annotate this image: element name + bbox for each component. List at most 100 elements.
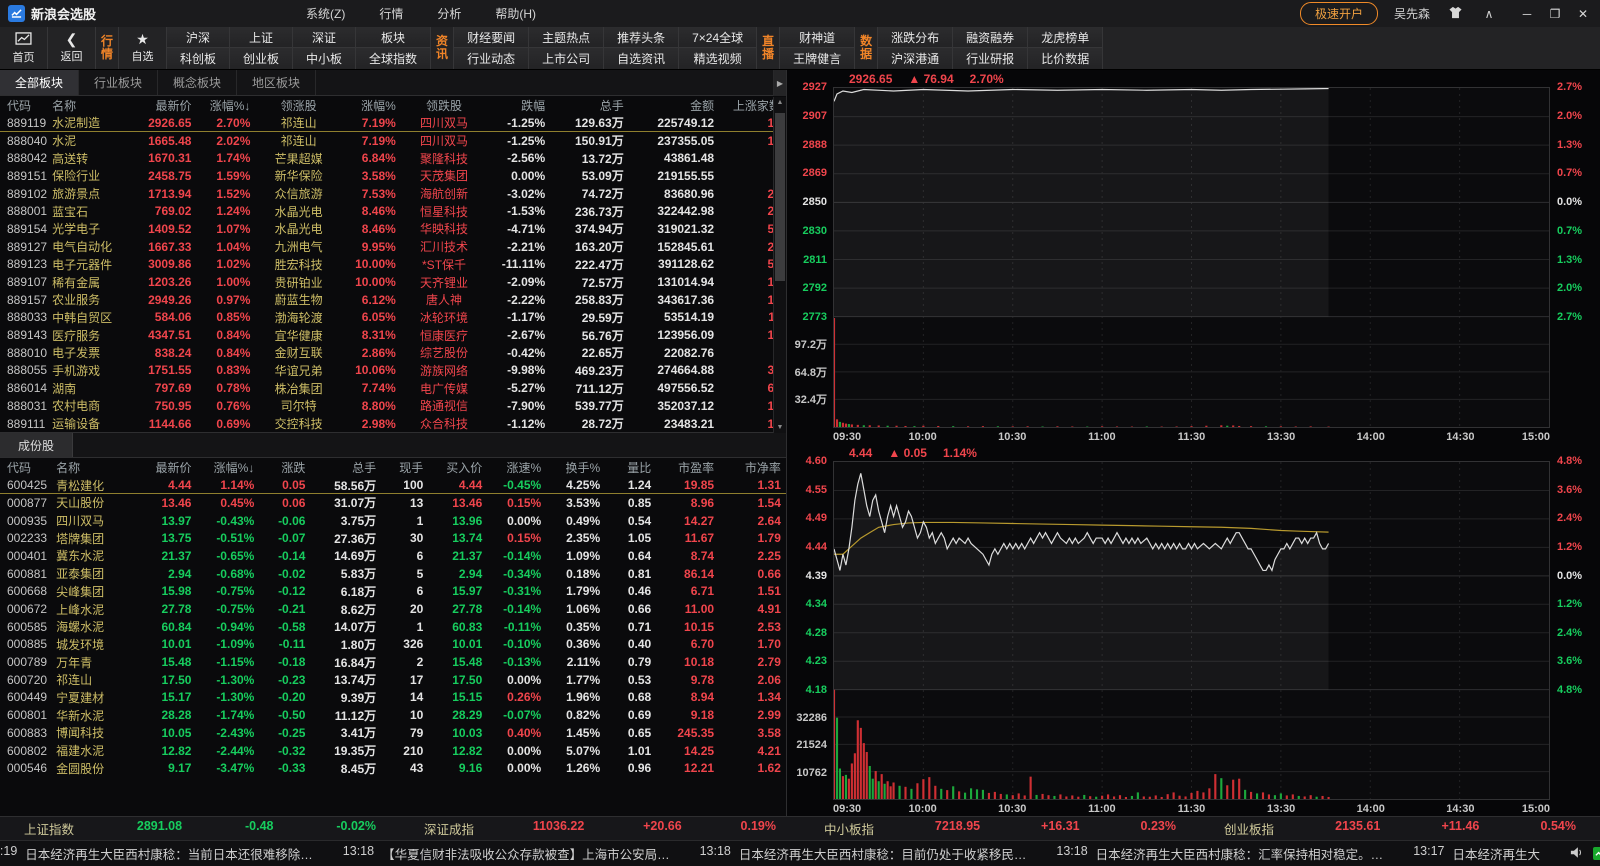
column-header[interactable]: 涨跌 bbox=[281, 460, 306, 475]
toolbar-vtab-行情[interactable]: 行情 bbox=[96, 27, 119, 69]
table-row[interactable]: 000546 金圆股份 9.17 -3.47% -0.33 8.45万 43 9.16 0.00… bbox=[0, 759, 786, 777]
table-row[interactable]: 600585 海螺水泥 60.84 -0.94% -0.58 14.07万 1 60.83 -0… bbox=[0, 618, 786, 636]
skin-shirt-icon[interactable] bbox=[1446, 6, 1464, 22]
table-row[interactable]: 888031 农村电商 750.95 0.76% 司尔特 8.80% 路通视信 -7.90% 5… bbox=[0, 397, 786, 415]
index-group-创业板指[interactable]: 创业板指 2135.61 +11.46 0.54% bbox=[1200, 819, 1600, 838]
table-row[interactable]: 889151 保险行业 2458.75 1.59% 新华保险 3.58% 天茂集团 0.00%… bbox=[0, 167, 786, 185]
tab-constituents[interactable]: 成份股 bbox=[0, 433, 74, 458]
table-row[interactable]: 000672 上峰水泥 27.78 -0.75% -0.21 8.62万 20 27.78 -0… bbox=[0, 600, 786, 618]
table-row[interactable]: 888042 高送转 1670.31 1.74% 芒果超媒 6.84% 聚隆科技 -2.56%… bbox=[0, 149, 786, 167]
back-button[interactable]: ❮ 返回 bbox=[48, 27, 96, 69]
menu-system[interactable]: 系统(Z) bbox=[306, 7, 346, 21]
toolbar-button-涨跌分布[interactable]: 涨跌分布 bbox=[878, 27, 953, 48]
column-header[interactable]: 名称 bbox=[56, 460, 81, 475]
ticker-item[interactable]: 13:19 日本经济再生大臣西村康稔：当前日本还很难移除… bbox=[0, 844, 313, 863]
column-header[interactable]: 总手 bbox=[599, 98, 624, 113]
table-scrollbar[interactable]: ▲ ▼ bbox=[773, 97, 786, 433]
table-row[interactable]: 888033 中韩自贸区 584.06 0.85% 渤海轮渡 6.05% 冰轮环境 -1.17… bbox=[0, 309, 786, 327]
favorites-button[interactable]: ★ 自选 bbox=[119, 27, 167, 69]
toolbar-button-王牌健言[interactable]: 王牌健言 bbox=[780, 48, 855, 69]
tab-概念板块[interactable]: 概念板块 bbox=[158, 70, 238, 95]
table-row[interactable]: 600881 亚泰集团 2.94 -0.68% -0.02 5.83万 5 2.94 -0.34… bbox=[0, 565, 786, 583]
table-row[interactable]: 600425 青松建化 4.44 1.14% 0.05 58.56万 100 4.44 -0.4… bbox=[0, 476, 786, 494]
maximize-button[interactable]: ❐ bbox=[1549, 6, 1561, 21]
collapse-caret-icon[interactable]: ∧ bbox=[1484, 6, 1494, 21]
table-row[interactable]: 889111 运输设备 1144.66 0.69% 交控科技 2.98% 众合科技 -1.12… bbox=[0, 415, 786, 433]
table-row[interactable]: 600802 福建水泥 12.82 -2.44% -0.32 19.35万 210 12.82… bbox=[0, 742, 786, 760]
menu-help[interactable]: 帮助(H) bbox=[495, 7, 537, 21]
stock-intraday-chart[interactable]: 4.44 ▲ 0.05 1.14% 4.60 4.55 4.49 4.44 4.39 4.34 4… bbox=[787, 444, 1600, 816]
close-button[interactable]: ✕ bbox=[1577, 6, 1589, 21]
toolbar-button-融资融券[interactable]: 融资融券 bbox=[953, 27, 1028, 48]
toolbar-button-创业板[interactable]: 创业板 bbox=[230, 48, 293, 69]
column-header[interactable]: 领涨股 bbox=[280, 98, 317, 113]
table-row[interactable]: 002233 塔牌集团 13.75 -0.51% -0.07 27.36万 30 13.74 0… bbox=[0, 529, 786, 547]
toolbar-vtab-资讯[interactable]: 资讯 bbox=[431, 27, 455, 69]
open-account-button[interactable]: 极速开户 bbox=[1299, 2, 1378, 25]
chart-plot-area[interactable] bbox=[833, 461, 1550, 800]
tab-行业板块[interactable]: 行业板块 bbox=[79, 70, 159, 95]
table-row[interactable]: 888055 手机游戏 1751.55 0.83% 华谊兄弟 10.06% 游族网络 -9.9… bbox=[0, 362, 786, 380]
table-row[interactable]: 000885 城发环境 10.01 -1.09% -0.11 1.80万 326 10.01 -… bbox=[0, 636, 786, 654]
ticker-item[interactable]: 13:18 日本经济再生大臣西村康稔：目前仍处于收紧移民… bbox=[700, 844, 1027, 863]
table-row[interactable]: 600801 华新水泥 28.28 -1.74% -0.50 11.12万 10 28.29 -… bbox=[0, 706, 786, 724]
toolbar-vtab-数据[interactable]: 数据 bbox=[855, 27, 879, 69]
table-row[interactable]: 889123 电子元器件 3009.86 1.02% 胜宏科技 10.00% *ST保千 -1… bbox=[0, 256, 786, 274]
toolbar-button-中小板[interactable]: 中小板 bbox=[293, 48, 356, 69]
column-header[interactable]: 跌幅 bbox=[521, 98, 546, 113]
table-row[interactable]: 600668 尖峰集团 15.98 -0.75% -0.12 6.18万 6 15.97 -0.… bbox=[0, 583, 786, 601]
toolbar-button-行业动态[interactable]: 行业动态 bbox=[454, 48, 529, 69]
column-header[interactable]: 涨幅%↓ bbox=[213, 460, 255, 475]
column-header[interactable]: 名称 bbox=[52, 98, 77, 113]
toolbar-button-板块[interactable]: 板块 bbox=[356, 27, 431, 48]
column-header[interactable]: 最新价 bbox=[155, 98, 192, 113]
toolbar-button-沪深[interactable]: 沪深 bbox=[167, 27, 230, 48]
column-header[interactable]: 买入价 bbox=[446, 460, 483, 475]
index-group-中小板指[interactable]: 中小板指 7218.95 +16.31 0.23% bbox=[800, 819, 1200, 838]
column-header[interactable]: 总手 bbox=[352, 460, 377, 475]
column-header[interactable]: 现手 bbox=[399, 460, 424, 475]
table-row[interactable]: 600449 宁夏建材 15.17 -1.30% -0.20 9.39万 14 15.15 0.… bbox=[0, 689, 786, 707]
toolbar-button-精选视频[interactable]: 精选视频 bbox=[679, 48, 757, 69]
panel-expand-icon[interactable]: ▶ bbox=[773, 70, 786, 96]
table-row[interactable]: 000789 万年青 15.48 -1.15% -0.18 16.84万 2 15.48 -0.… bbox=[0, 653, 786, 671]
column-header[interactable]: 涨幅%↓ bbox=[209, 98, 251, 113]
toolbar-button-龙虎榜单[interactable]: 龙虎榜单 bbox=[1028, 27, 1103, 48]
tab-地区板块[interactable]: 地区板块 bbox=[237, 70, 317, 95]
table-row[interactable]: 886014 湖南 797.69 0.78% 株冶集团 7.74% 电广传媒 -5.27% 71… bbox=[0, 379, 786, 397]
ticker-item[interactable]: 13:18 日本经济再生大臣西村康稔：汇率保持相对稳定。… bbox=[1056, 844, 1383, 863]
column-header[interactable]: 金额 bbox=[690, 98, 715, 113]
column-header[interactable]: 换手% bbox=[565, 460, 601, 475]
column-header[interactable]: 涨速% bbox=[506, 460, 542, 475]
menu-quotes[interactable]: 行情 bbox=[379, 7, 404, 21]
column-header[interactable]: 上涨家数 bbox=[732, 98, 781, 113]
toolbar-button-行业研报[interactable]: 行业研报 bbox=[953, 48, 1028, 69]
table-row[interactable]: 889127 电气自动化 1667.33 1.04% 九洲电气 9.95% 汇川技术 -2.2… bbox=[0, 238, 786, 256]
username[interactable]: 吴先森 bbox=[1393, 7, 1430, 21]
column-header[interactable]: 领跌股 bbox=[426, 98, 463, 113]
table-row[interactable]: 889102 旅游景点 1713.94 1.52% 众信旅游 7.53% 海航创新 -3.02… bbox=[0, 185, 786, 203]
toolbar-button-上市公司[interactable]: 上市公司 bbox=[529, 48, 604, 69]
table-row[interactable]: 000935 四川双马 13.97 -0.43% -0.06 3.75万 1 13.96 0.0… bbox=[0, 512, 786, 530]
table-row[interactable]: 600720 祁连山 17.50 -1.30% -0.23 13.74万 17 17.50 0.… bbox=[0, 671, 786, 689]
table-row[interactable]: 889143 医疗服务 4347.51 0.84% 宜华健康 8.31% 恒康医疗 -2.67… bbox=[0, 326, 786, 344]
chart-plot-area[interactable] bbox=[833, 87, 1550, 428]
column-header[interactable]: 市净率 bbox=[744, 460, 781, 475]
scroll-thumb[interactable] bbox=[775, 113, 785, 281]
ticker-item[interactable]: 13:17 日本经济再生大 bbox=[1413, 844, 1540, 863]
table-row[interactable]: 000401 冀东水泥 21.37 -0.65% -0.14 14.69万 6 21.37 -0… bbox=[0, 547, 786, 565]
column-header[interactable]: 最新价 bbox=[155, 460, 192, 475]
column-header[interactable]: 代码 bbox=[7, 98, 32, 113]
toolbar-button-自选资讯[interactable]: 自选资讯 bbox=[604, 48, 679, 69]
sector-intraday-chart[interactable]: 2926.65 ▲ 76.94 2.70% 2927 2907 2888 2869 2850 2… bbox=[787, 70, 1600, 444]
ticker-item[interactable]: 13:18 【华夏信财非法吸收公众存款被查】上海市公安局… bbox=[343, 844, 670, 863]
toolbar-button-深证[interactable]: 深证 bbox=[293, 27, 356, 48]
table-row[interactable]: 889157 农业服务 2949.26 0.97% 蔚蓝生物 6.12% 唐人神 -2.22%… bbox=[0, 291, 786, 309]
toolbar-button-上证[interactable]: 上证 bbox=[230, 27, 293, 48]
table-row[interactable]: 888040 水泥 1665.48 2.02% 祁连山 7.19% 四川双马 -1.25% 15… bbox=[0, 132, 786, 150]
toolbar-button-主题热点[interactable]: 主题热点 bbox=[529, 27, 604, 48]
market-widget-icon[interactable] bbox=[1592, 847, 1600, 860]
speaker-icon[interactable] bbox=[1570, 846, 1584, 862]
toolbar-button-财神道[interactable]: 财神道 bbox=[780, 27, 855, 48]
index-group-上证指数[interactable]: 上证指数 2891.08 -0.48 -0.02% bbox=[0, 819, 400, 838]
